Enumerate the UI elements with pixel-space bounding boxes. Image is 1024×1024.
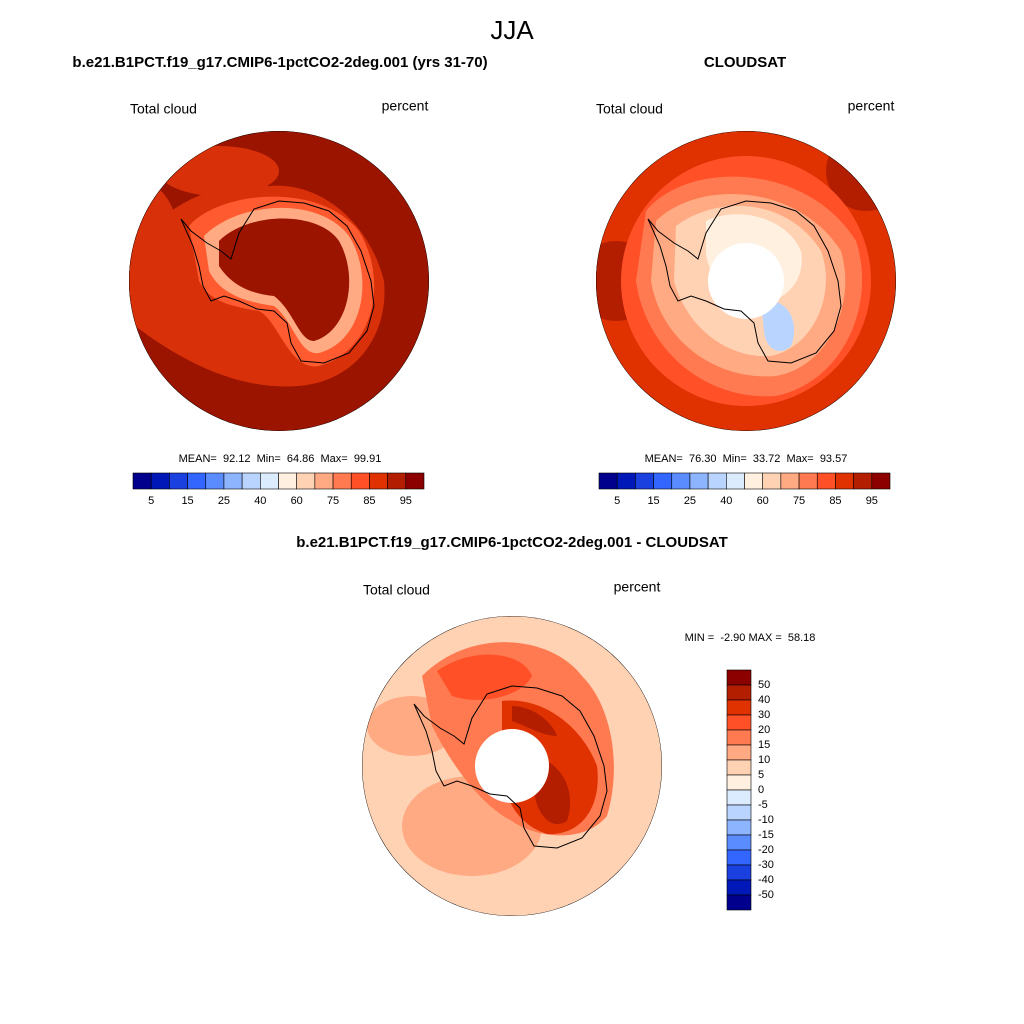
colorbar-label: 75: [327, 495, 339, 507]
colorbar-box: [780, 472, 800, 490]
figure-title: JJA: [490, 15, 534, 45]
colorbar-label: 20: [758, 724, 770, 736]
map: [129, 131, 429, 431]
colorbar-box: [726, 879, 752, 896]
colorbar-box: [726, 729, 752, 746]
colorbar-box: [260, 472, 279, 490]
colorbar-box: [223, 472, 243, 490]
colorbar-label: 0: [758, 784, 764, 796]
colorbar-box: [726, 849, 752, 866]
colorbar-box: [871, 472, 891, 490]
colorbar-box: [653, 472, 673, 490]
right-label: percent: [614, 579, 661, 595]
colorbar-box: [332, 472, 352, 490]
colorbar-box: [726, 819, 752, 836]
panel-title: b.e21.B1PCT.f19_g17.CMIP6-1pctCO2-2deg.0…: [72, 54, 487, 71]
colorbar-box: [616, 472, 636, 490]
colorbar-label: 75: [793, 495, 805, 507]
colorbar-label: 5: [148, 495, 154, 507]
colorbar-label: -20: [758, 844, 774, 856]
left-label: Total cloud: [596, 101, 663, 117]
colorbar-label: 95: [400, 495, 412, 507]
colorbar-box: [405, 472, 425, 490]
colorbar-box: [387, 472, 407, 490]
colorbar-label: 50: [758, 679, 770, 691]
colorbar-box: [726, 789, 752, 806]
colorbar-box: [816, 472, 836, 490]
colorbar-label: -10: [758, 814, 774, 826]
panel-title: b.e21.B1PCT.f19_g17.CMIP6-1pctCO2-2deg.0…: [296, 534, 728, 551]
colorbar-box: [853, 472, 873, 490]
colorbar-label: -15: [758, 829, 774, 841]
colorbar-label: 40: [720, 495, 732, 507]
colorbar-box: [707, 472, 727, 490]
colorbar-box: [726, 684, 752, 701]
colorbar-label: 5: [614, 495, 620, 507]
colorbar-box: [798, 472, 818, 490]
stats: MEAN= 76.30 Min= 33.72 Max= 93.57: [645, 453, 848, 465]
colorbar-label: 15: [758, 739, 770, 751]
stats: MEAN= 92.12 Min= 64.86 Max= 99.91: [179, 453, 382, 465]
colorbar-label: 85: [829, 495, 841, 507]
stats: MIN = -2.90 MAX = 58.18: [685, 632, 816, 644]
colorbar-label: 25: [684, 495, 696, 507]
colorbar-box: [314, 472, 334, 490]
right-label: percent: [848, 98, 895, 114]
colorbar-label: -50: [758, 889, 774, 901]
colorbar-box: [278, 472, 297, 490]
colorbar-box: [350, 472, 370, 490]
colorbar-box: [726, 834, 752, 851]
colorbar-box: [726, 669, 752, 686]
colorbar-box: [132, 472, 152, 490]
colorbar-box: [726, 804, 752, 821]
colorbar-label: 30: [758, 709, 770, 721]
right-label: percent: [382, 98, 429, 114]
colorbar-box: [187, 472, 207, 490]
colorbar-box: [726, 864, 752, 881]
colorbar-label: 25: [218, 495, 230, 507]
colorbar-box: [671, 472, 691, 490]
colorbar-box: [241, 472, 261, 490]
left-label: Total cloud: [363, 582, 430, 598]
colorbar-box: [726, 774, 752, 791]
left-label: Total cloud: [130, 101, 197, 117]
colorbar-box: [726, 714, 752, 731]
colorbar-box: [150, 472, 170, 490]
colorbar-label: 95: [866, 495, 878, 507]
colorbar-box: [726, 699, 752, 716]
colorbar-label: 40: [758, 694, 770, 706]
colorbar-box: [635, 472, 654, 490]
colorbar-box: [726, 759, 752, 776]
panel-title: CLOUDSAT: [704, 54, 786, 71]
colorbar-box: [689, 472, 709, 490]
colorbar-box: [762, 472, 782, 490]
colorbar-label: 40: [254, 495, 266, 507]
colorbar-box: [369, 472, 388, 490]
colorbar-label: 15: [647, 495, 659, 507]
colorbar-label: 60: [291, 495, 303, 507]
colorbar-box: [598, 472, 618, 490]
colorbar-label: 15: [181, 495, 193, 507]
colorbar-label: 5: [758, 769, 764, 781]
colorbar-box: [726, 894, 752, 911]
map: [596, 131, 896, 431]
colorbar-box: [205, 472, 225, 490]
colorbar-box: [169, 472, 188, 490]
colorbar-label: 10: [758, 754, 770, 766]
colorbar-box: [726, 744, 752, 761]
colorbar-label: 85: [363, 495, 375, 507]
colorbar-box: [296, 472, 316, 490]
colorbar-box: [726, 472, 745, 490]
map: [362, 616, 662, 916]
colorbar-label: -40: [758, 874, 774, 886]
colorbar-label: -30: [758, 859, 774, 871]
colorbar-label: 60: [757, 495, 769, 507]
colorbar-label: -5: [758, 799, 768, 811]
colorbar-box: [835, 472, 854, 490]
colorbar-box: [744, 472, 763, 490]
